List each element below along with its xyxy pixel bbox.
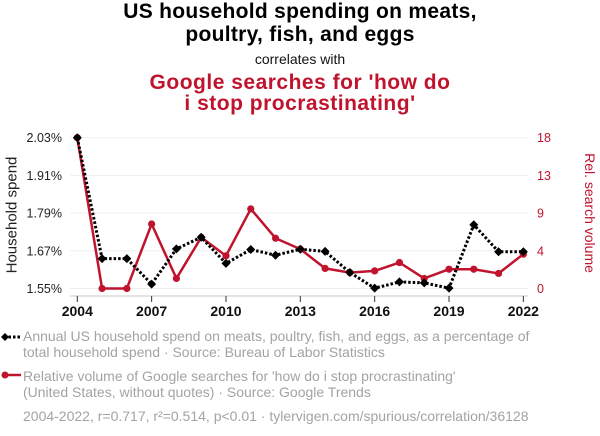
x-tick-label: 2019 <box>433 303 464 319</box>
data-point-diamond <box>246 245 256 255</box>
legend-text-line-1: Annual US household spend on meats, poul… <box>23 328 530 344</box>
data-point-diamond <box>394 277 404 287</box>
y-left-tick-label: 1.67% <box>27 244 62 258</box>
data-point-circle <box>123 284 131 293</box>
gridlines <box>70 137 528 289</box>
series-household-spend <box>72 133 528 293</box>
y-right-tick-label: 4 <box>537 244 544 258</box>
data-point-diamond <box>469 220 479 230</box>
data-point-circle <box>148 220 156 228</box>
legend-marker-circle <box>1 371 9 379</box>
legend-text: Annual US household spend on meats, poul… <box>23 328 529 360</box>
data-point-circle <box>271 234 280 242</box>
y-left-tick-label: 1.55% <box>27 282 62 296</box>
x-tick-label: 2016 <box>359 303 390 319</box>
data-point-circle <box>371 267 379 275</box>
legend-text-line-1: Relative volume of Google searches for '… <box>23 368 456 384</box>
legend-text-line-2: (United States, without quotes) · Source… <box>23 384 371 400</box>
data-point-diamond <box>370 283 380 293</box>
data-point-diamond <box>345 267 355 277</box>
data-point-diamond <box>444 283 454 293</box>
data-point-diamond <box>171 244 181 254</box>
data-point-circle <box>222 252 230 260</box>
data-point-diamond <box>320 246 330 256</box>
correlation-footer: 2004-2022, r=0.717, r²=0.514, p<0.01 · t… <box>23 408 529 424</box>
x-tick-label: 2010 <box>210 303 241 319</box>
data-point-diamond <box>72 133 82 143</box>
data-point-circle <box>172 274 181 283</box>
y-left-axis-title: Household spend <box>4 157 21 274</box>
y-right-tick-label: 9 <box>537 207 544 221</box>
x-tick-label: 2022 <box>508 303 539 319</box>
y-left-tick-label: 1.79% <box>27 207 62 221</box>
data-point-diamond <box>221 258 231 268</box>
data-point-diamond <box>494 247 504 257</box>
y-right-axis-title: Rel. search volume <box>582 153 598 273</box>
data-point-circle <box>470 265 478 273</box>
x-axis-ticks: 2004 2007 2010 2013 2016 2019 2022 <box>62 296 539 319</box>
chart-title: US household spending on meats, poultry,… <box>0 0 600 46</box>
data-point-diamond <box>419 278 429 288</box>
data-point-diamond <box>271 250 281 260</box>
chart-title-secondary: Google searches for 'how do i stop procr… <box>0 72 600 114</box>
data-point-diamond <box>97 254 107 264</box>
data-point-circle <box>395 258 404 267</box>
data-point-diamond <box>196 232 206 242</box>
data-point-circle <box>494 269 503 278</box>
x-tick-label: 2007 <box>136 303 167 319</box>
y-left-ticks: 2.03% 1.91% 1.79% 1.67% 1.55% <box>27 131 62 296</box>
y-right-tick-label: 18 <box>537 131 551 145</box>
chart-title-line-2: poultry, fish, and eggs <box>185 23 415 46</box>
data-point-diamond <box>295 244 305 254</box>
y-left-tick-label: 2.03% <box>27 131 62 145</box>
chart-title-secondary-line-1: Google searches for 'how do <box>149 71 451 94</box>
solid-line-circle-icon <box>1 371 21 379</box>
legend-marker-diamond <box>1 333 9 341</box>
data-point-circle <box>247 205 255 213</box>
chart-title-line-1: US household spending on meats, <box>123 0 477 23</box>
legend-text-line-2: total household spend · Source: Bureau o… <box>23 344 385 360</box>
data-point-diamond <box>147 279 157 289</box>
x-tick-label: 2013 <box>285 303 316 319</box>
data-point-circle <box>321 264 329 272</box>
x-tick-label: 2004 <box>62 303 93 319</box>
dotted-line-diamond-icon <box>1 333 21 341</box>
chart-title-secondary-line-2: i stop procrastinating' <box>184 92 416 115</box>
data-point-diamond <box>518 247 528 257</box>
y-right-tick-label: 0 <box>537 282 544 296</box>
data-point-diamond <box>122 254 132 264</box>
chart-subtitle: correlates with <box>254 51 346 67</box>
data-point-circle <box>98 284 106 293</box>
y-left-tick-label: 1.91% <box>27 169 62 183</box>
legend-text: Relative volume of Google searches for '… <box>23 368 456 400</box>
y-right-tick-label: 13 <box>537 169 551 183</box>
data-point-circle <box>445 265 453 273</box>
y-right-ticks: 18 13 9 4 0 <box>537 131 551 296</box>
